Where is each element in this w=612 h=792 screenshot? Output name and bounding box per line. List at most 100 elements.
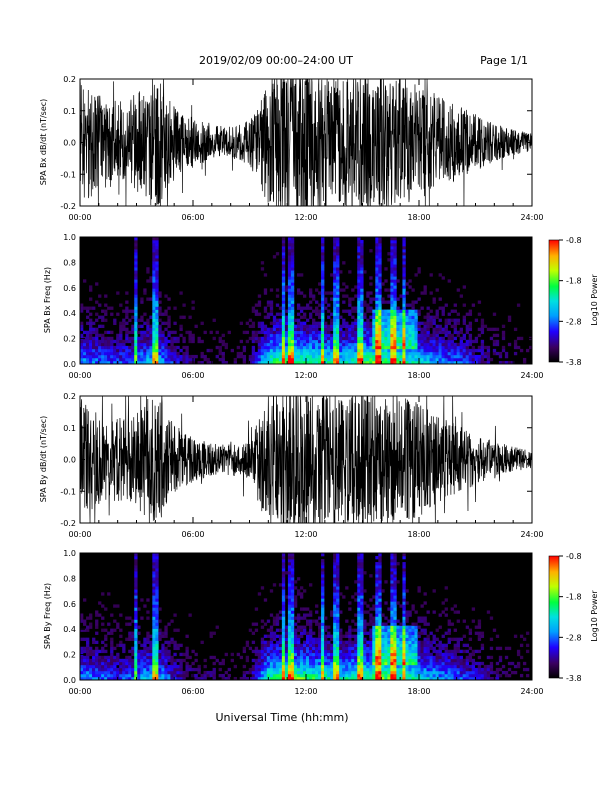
- spectrogram-cell: [281, 670, 286, 675]
- spectrogram-cell: [134, 300, 138, 304]
- spectrogram-cell: [312, 631, 316, 635]
- spectrogram-cell: [312, 637, 316, 641]
- spectrogram-cell: [269, 655, 274, 660]
- spectrogram-cell: [161, 646, 165, 651]
- spectrogram-cell: [266, 351, 271, 356]
- spectrogram-cell: [134, 318, 138, 322]
- spectrogram-cell: [107, 354, 111, 359]
- spectrogram-cell: [302, 640, 307, 645]
- spectrogram-cell: [137, 339, 141, 344]
- spectrogram-cell: [393, 309, 397, 313]
- spectrogram-cell: [134, 598, 138, 602]
- spectrogram-cell: [420, 604, 424, 608]
- spectrogram-cell: [287, 294, 292, 298]
- spectrogram-cell: [116, 342, 120, 347]
- spectrogram-cell: [287, 565, 292, 569]
- spectrogram-cell: [372, 640, 376, 645]
- spectrogram-cell: [113, 351, 117, 356]
- spectrogram-cell: [351, 306, 355, 310]
- spectrogram-cell: [146, 640, 150, 645]
- spectrogram-cell: [155, 670, 159, 675]
- spectrogram-cell: [309, 351, 313, 356]
- spectrogram-cell: [342, 324, 346, 329]
- spectrogram-cell: [435, 354, 439, 359]
- colorbar-bx: -3.8-2.8-1.8-0.8 Log10 Power: [548, 236, 599, 367]
- spectrogram-cell: [309, 628, 313, 632]
- spectrogram-cell: [360, 243, 364, 247]
- spectrogram-cell: [278, 583, 283, 587]
- spectrogram-cell: [387, 640, 391, 645]
- spectrogram-cell: [357, 291, 361, 295]
- spectrogram-cell: [465, 354, 470, 359]
- spectrogram-cell: [384, 360, 388, 365]
- x-tick-label: 06:00: [181, 371, 204, 380]
- spectrogram-cell: [146, 279, 150, 283]
- spectrogram-cell: [330, 312, 334, 316]
- spectrogram-cell: [426, 360, 430, 365]
- spectrogram-cell: [360, 565, 364, 569]
- spectrogram-cell: [402, 586, 406, 590]
- spectrogram-cell: [98, 658, 102, 663]
- spectrogram-cell: [438, 318, 442, 322]
- spectrogram-cell: [336, 351, 340, 356]
- spectrogram-cell: [396, 643, 400, 648]
- spectrogram-cell: [363, 300, 367, 304]
- spectrogram-cell: [513, 339, 518, 344]
- spectrogram-cell: [125, 327, 129, 332]
- x-tick-label: 12:00: [294, 213, 317, 222]
- spectrogram-cell: [275, 321, 280, 325]
- spectrogram-cell: [336, 586, 340, 590]
- spectrogram-cell: [327, 360, 331, 365]
- spectrogram-cell: [318, 309, 322, 313]
- spectrogram-cell: [336, 249, 340, 253]
- spectrogram-cell: [360, 285, 364, 289]
- spectrogram-cell: [357, 625, 361, 629]
- spectrogram-cell: [420, 348, 424, 353]
- spectrogram-cell: [89, 357, 93, 362]
- spectrogram-cell: [435, 658, 439, 663]
- spectrogram-cell: [333, 297, 337, 301]
- spectrogram-cell: [245, 655, 250, 660]
- spectrogram-cell: [257, 652, 262, 657]
- spectrogram-cell: [293, 598, 298, 602]
- spectrogram-cell: [218, 348, 222, 353]
- spectrogram-cell: [200, 676, 204, 681]
- spectrogram-cell: [468, 351, 473, 356]
- spectrogram-cell: [318, 348, 322, 353]
- spectrogram-cell: [185, 354, 189, 359]
- spectrogram-cell: [378, 634, 382, 638]
- spectrogram-cell: [170, 667, 174, 672]
- spectrogram-cell: [146, 658, 150, 663]
- spectrogram-cell: [468, 354, 473, 359]
- spectrogram-cell: [104, 658, 108, 663]
- spectrogram-cell: [299, 592, 304, 596]
- spectrogram-cell: [333, 568, 337, 572]
- spectrogram-cell: [101, 351, 105, 356]
- spectrogram-cell: [450, 652, 454, 657]
- spectrogram-cell: [396, 321, 400, 325]
- spectrogram-cell: [414, 360, 418, 365]
- spectrogram-cell: [296, 357, 301, 362]
- spectrogram-cell: [312, 321, 316, 325]
- spectrogram-cell: [125, 673, 129, 678]
- spectrogram-cell: [402, 607, 406, 611]
- spectrogram-cell: [260, 261, 265, 265]
- spectrogram-cell: [402, 613, 406, 617]
- spectrogram-cell: [399, 360, 403, 365]
- spectrogram-cell: [152, 321, 156, 325]
- spectrogram-cell: [257, 351, 262, 356]
- spectrogram-cell: [80, 619, 84, 623]
- spectrogram-cell: [402, 273, 406, 277]
- spectrogram-cell: [287, 342, 292, 347]
- spectrogram-cell: [456, 610, 460, 614]
- spectrogram-cell: [360, 354, 364, 359]
- spectrogram-cell: [339, 333, 343, 338]
- spectrogram-cell: [339, 652, 343, 657]
- spectrogram-cell: [369, 327, 373, 332]
- spectrogram-cell: [119, 339, 123, 344]
- spectrogram-cell: [152, 354, 156, 359]
- spectrogram-cell: [393, 261, 397, 265]
- spectrogram-cell: [333, 339, 337, 344]
- spectrogram-cell: [318, 628, 322, 632]
- spectrogram-cell: [405, 628, 409, 632]
